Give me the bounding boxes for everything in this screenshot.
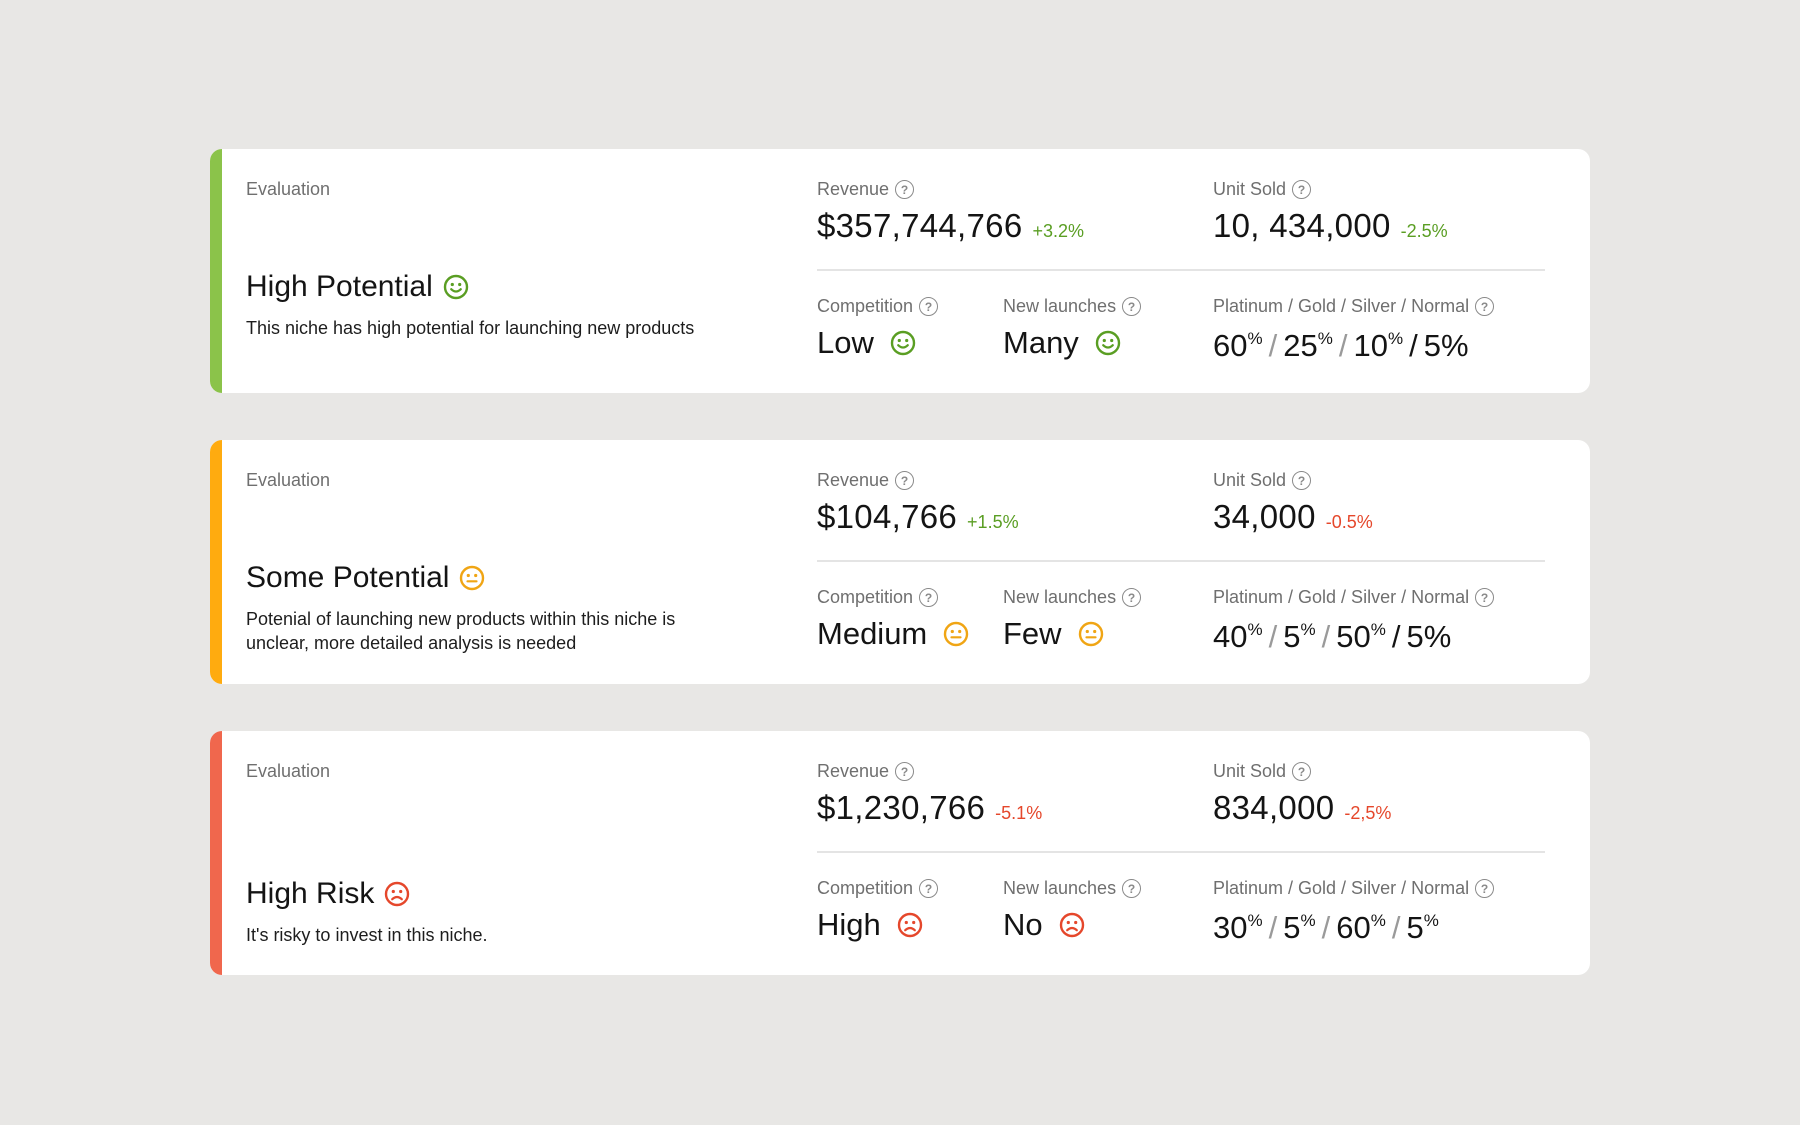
new-launches-value: Many [1003, 325, 1121, 361]
help-icon[interactable]: ? [895, 471, 915, 490]
revenue-value: $1,230,766 -5.1% [817, 789, 1043, 826]
help-icon[interactable]: ? [919, 588, 939, 607]
units-sold-label: Unit Sold ? [1213, 179, 1312, 200]
status-stripe [210, 149, 222, 393]
help-icon[interactable]: ? [1122, 879, 1142, 898]
help-icon[interactable]: ? [1475, 879, 1495, 898]
new-launches-label: New launches ? [1003, 587, 1142, 608]
units-sold-delta: -0.5% [1325, 512, 1373, 532]
revenue-value: $357,744,766 +3.2% [817, 207, 1085, 244]
revenue-delta: -5.1% [995, 803, 1043, 823]
tiers-value: 60%/25%/10%/5% [1213, 328, 1469, 363]
new-launches-value: Few [1003, 616, 1104, 652]
neutral-face-icon [943, 621, 969, 647]
frown-icon [1059, 912, 1085, 938]
help-icon[interactable]: ? [1292, 762, 1312, 781]
new-launches-label: New launches ? [1003, 878, 1142, 899]
evaluation-label: Evaluation [246, 470, 331, 490]
neutral-face-icon [1078, 621, 1104, 647]
new-launches-value: No [1003, 907, 1085, 943]
units-sold-label: Unit Sold ? [1213, 761, 1312, 782]
units-sold-label: Unit Sold ? [1213, 470, 1312, 491]
units-sold-delta: -2,5% [1344, 803, 1392, 823]
competition-value: Low [817, 325, 916, 361]
help-icon[interactable]: ? [919, 297, 939, 316]
units-sold-value: 834,000 -2,5% [1213, 789, 1392, 826]
divider [817, 851, 1545, 853]
neutral-face-icon [459, 565, 485, 591]
help-icon[interactable]: ? [1122, 588, 1142, 607]
revenue-label: Revenue ? [817, 761, 915, 782]
smile-icon [890, 330, 916, 356]
evaluation-title: High Potential [246, 270, 469, 304]
tiers-label: Platinum / Gold / Silver / Normal ? [1213, 878, 1495, 899]
help-icon[interactable]: ? [895, 762, 915, 781]
evaluation-description: This niche has high potential for launch… [246, 318, 695, 338]
status-stripe [210, 731, 222, 975]
divider [817, 269, 1545, 271]
niche-card-some-potential: Evaluation Some Potential Potenial of la… [210, 440, 1590, 684]
new-launches-label: New launches ? [1003, 296, 1142, 317]
help-icon[interactable]: ? [1475, 297, 1495, 316]
niche-card-high-potential: Evaluation High Potential This niche has… [210, 149, 1590, 393]
help-icon[interactable]: ? [1475, 588, 1495, 607]
help-icon[interactable]: ? [1122, 297, 1142, 316]
help-icon[interactable]: ? [1292, 471, 1312, 490]
revenue-value: $104,766 +1.5% [817, 498, 1019, 535]
status-stripe [210, 440, 222, 684]
evaluation-title: Some Potential [246, 561, 485, 595]
evaluation-description: Potenial of launching new products withi… [246, 609, 676, 653]
units-sold-delta: -2.5% [1400, 221, 1448, 241]
competition-label: Competition ? [817, 878, 939, 899]
units-sold-value: 34,000 -0.5% [1213, 498, 1373, 535]
competition-label: Competition ? [817, 296, 939, 317]
revenue-delta: +1.5% [967, 512, 1019, 532]
tiers-value: 40%/5%/50%/5% [1213, 619, 1452, 654]
competition-value: Medium [817, 616, 969, 652]
evaluation-description: It's risky to invest in this niche. [246, 925, 488, 945]
smile-icon [1095, 330, 1121, 356]
help-icon[interactable]: ? [919, 879, 939, 898]
frown-icon [384, 881, 410, 907]
tiers-label: Platinum / Gold / Silver / Normal ? [1213, 296, 1495, 317]
revenue-label: Revenue ? [817, 470, 915, 491]
competition-value: High [817, 907, 923, 943]
evaluation-title: High Risk [246, 877, 410, 911]
tiers-label: Platinum / Gold / Silver / Normal ? [1213, 587, 1495, 608]
help-icon[interactable]: ? [1292, 180, 1312, 199]
tiers-value: 30%/5%/60%/5% [1213, 910, 1439, 945]
frown-icon [897, 912, 923, 938]
evaluation-label: Evaluation [246, 761, 331, 781]
units-sold-value: 10, 434,000 -2.5% [1213, 207, 1448, 244]
competition-label: Competition ? [817, 587, 939, 608]
revenue-delta: +3.2% [1032, 221, 1085, 241]
evaluation-label: Evaluation [246, 179, 331, 199]
revenue-label: Revenue ? [817, 179, 915, 200]
help-icon[interactable]: ? [895, 180, 915, 199]
smile-icon [443, 274, 469, 300]
niche-card-high-risk: Evaluation High Risk It's risky to inves… [210, 731, 1590, 975]
divider [817, 560, 1545, 562]
